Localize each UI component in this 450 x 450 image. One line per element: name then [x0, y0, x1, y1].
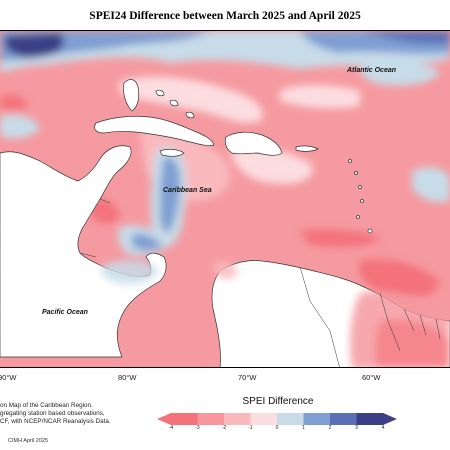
legend-tick-label: 4: [381, 425, 385, 431]
legend-swatch: [171, 413, 198, 425]
longitude-label-60w: 60°W: [362, 373, 381, 382]
longitude-label-70w: 70°W: [238, 373, 257, 382]
description-line-3: CF, with NCEP/NCAR Reanalysis Data.: [0, 418, 111, 425]
legend-swatch: [224, 413, 251, 425]
longitude-label-90w: 90°W: [0, 373, 17, 382]
label-pacific-ocean: Pacific Ocean: [42, 309, 88, 316]
label-atlantic-ocean: Atlantic Ocean: [347, 67, 397, 74]
legend-tick-label: 1: [302, 425, 305, 431]
legend-tick-label: 2: [328, 425, 332, 431]
description-line-1: on Map of the Caribbean Region.: [0, 402, 93, 409]
legend-swatch: [330, 413, 357, 425]
legend-arrow-high: [383, 413, 397, 425]
country-borders: [79, 198, 441, 367]
legend-tick-label: -4: [168, 425, 174, 431]
legend-swatch: [277, 413, 304, 425]
credit-text: CIMH April 2025: [8, 438, 49, 444]
description-line-2: gregating station based observations,: [0, 410, 105, 417]
longitude-label-80w: 80°W: [118, 373, 137, 382]
legend-title: SPEI Difference: [242, 396, 314, 407]
label-caribbean-sea: Caribbean Sea: [163, 187, 212, 194]
map-area[interactable]: Atlantic Ocean Caribbean Sea Pacific Oce…: [0, 30, 450, 368]
anomaly-contours: [0, 31, 450, 346]
legend-swatch: [197, 413, 225, 425]
legend-tick-label: -2: [221, 425, 227, 431]
legend-tick-label: 3: [355, 425, 358, 431]
legend-colorbar: [157, 413, 397, 425]
legend-swatch: [303, 413, 331, 425]
legend-tick-label: -3: [195, 425, 200, 431]
map-title: SPEI24 Difference between March 2025 and…: [89, 10, 361, 22]
legend-swatch: [356, 413, 384, 425]
legend-swatch: [250, 413, 278, 425]
spei-map: [0, 31, 450, 367]
legend-arrow-low: [157, 413, 171, 425]
land-anomaly: [100, 259, 450, 367]
legend-tick-label: -1: [248, 425, 253, 431]
legend-tick-label: 0: [275, 425, 279, 431]
